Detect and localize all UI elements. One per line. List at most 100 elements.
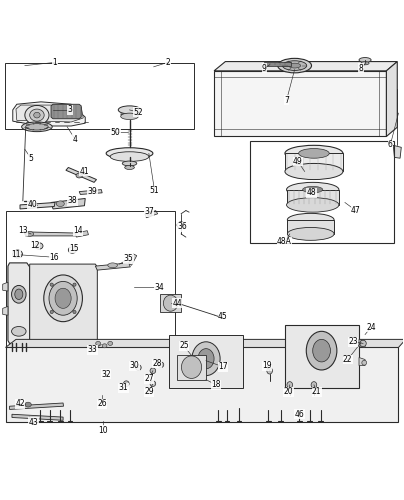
Ellipse shape [287, 228, 334, 240]
Ellipse shape [25, 402, 31, 407]
Ellipse shape [136, 364, 141, 370]
Text: 43: 43 [29, 418, 39, 427]
Polygon shape [20, 202, 55, 209]
Ellipse shape [34, 112, 40, 118]
Polygon shape [3, 306, 8, 315]
Text: 15: 15 [69, 244, 79, 253]
Polygon shape [10, 403, 63, 409]
Text: 30: 30 [130, 362, 139, 370]
Text: 12: 12 [30, 242, 40, 250]
Ellipse shape [55, 288, 71, 308]
Text: 42: 42 [15, 400, 25, 408]
Polygon shape [29, 264, 97, 344]
Polygon shape [16, 105, 83, 122]
Ellipse shape [118, 106, 141, 114]
Ellipse shape [24, 352, 27, 354]
Text: 27: 27 [144, 374, 154, 384]
Polygon shape [284, 326, 359, 388]
Polygon shape [121, 114, 139, 116]
Text: 19: 19 [263, 362, 272, 370]
Text: 39: 39 [88, 187, 97, 196]
Polygon shape [95, 263, 130, 270]
Text: 5: 5 [28, 154, 33, 162]
Polygon shape [129, 254, 137, 266]
Polygon shape [145, 210, 158, 218]
Ellipse shape [306, 332, 337, 370]
Ellipse shape [73, 283, 76, 286]
Text: 48: 48 [307, 188, 316, 198]
Text: 44: 44 [172, 298, 182, 308]
Ellipse shape [158, 362, 164, 368]
Polygon shape [79, 190, 102, 194]
Text: 11: 11 [11, 250, 21, 260]
Text: 6: 6 [388, 140, 393, 149]
Ellipse shape [50, 310, 53, 314]
Ellipse shape [108, 263, 118, 268]
Polygon shape [214, 62, 397, 71]
Ellipse shape [11, 352, 14, 354]
Text: 13: 13 [18, 226, 27, 235]
Ellipse shape [50, 283, 53, 286]
Polygon shape [264, 62, 290, 66]
Polygon shape [386, 62, 397, 136]
Text: 29: 29 [144, 387, 154, 396]
Ellipse shape [56, 201, 64, 206]
Text: 4: 4 [73, 135, 78, 144]
Ellipse shape [49, 282, 77, 315]
Ellipse shape [121, 113, 139, 119]
Text: 10: 10 [99, 426, 108, 435]
Ellipse shape [361, 62, 369, 65]
Polygon shape [6, 340, 404, 347]
Text: 21: 21 [312, 387, 322, 396]
Ellipse shape [44, 275, 82, 322]
Ellipse shape [125, 166, 135, 170]
Ellipse shape [12, 326, 26, 336]
Polygon shape [287, 220, 334, 234]
Polygon shape [177, 354, 206, 380]
Ellipse shape [287, 214, 334, 226]
Text: 49: 49 [293, 157, 303, 166]
Ellipse shape [278, 58, 311, 73]
Ellipse shape [287, 382, 292, 388]
Text: 3: 3 [67, 106, 72, 114]
Text: 20: 20 [284, 387, 293, 396]
Text: 17: 17 [218, 362, 228, 372]
Ellipse shape [106, 148, 153, 159]
Text: 1: 1 [53, 58, 57, 67]
Ellipse shape [150, 368, 156, 374]
Polygon shape [51, 104, 81, 118]
Text: 40: 40 [27, 200, 37, 209]
Ellipse shape [359, 58, 371, 62]
Ellipse shape [360, 340, 366, 346]
Ellipse shape [124, 381, 129, 386]
Ellipse shape [108, 342, 113, 345]
Ellipse shape [299, 148, 329, 158]
Text: 22: 22 [343, 355, 353, 364]
Text: 14: 14 [73, 226, 83, 235]
Ellipse shape [13, 250, 23, 258]
Polygon shape [169, 336, 244, 388]
Polygon shape [6, 348, 398, 422]
Ellipse shape [68, 247, 76, 253]
Text: 33: 33 [88, 346, 97, 354]
Ellipse shape [76, 173, 82, 178]
Ellipse shape [15, 352, 18, 354]
Ellipse shape [110, 152, 149, 162]
Ellipse shape [288, 63, 301, 68]
Text: 32: 32 [101, 370, 111, 378]
Ellipse shape [181, 356, 202, 378]
Text: 23: 23 [348, 338, 358, 346]
Text: 25: 25 [179, 342, 189, 350]
Ellipse shape [147, 212, 152, 216]
Ellipse shape [285, 146, 343, 162]
Polygon shape [393, 146, 401, 158]
Ellipse shape [22, 122, 52, 132]
Polygon shape [285, 154, 343, 172]
Ellipse shape [285, 164, 343, 180]
Text: 18: 18 [211, 380, 221, 390]
Text: 2: 2 [165, 58, 170, 67]
Polygon shape [3, 282, 8, 291]
Ellipse shape [150, 381, 156, 386]
Text: 37: 37 [144, 208, 154, 216]
Polygon shape [286, 190, 339, 205]
